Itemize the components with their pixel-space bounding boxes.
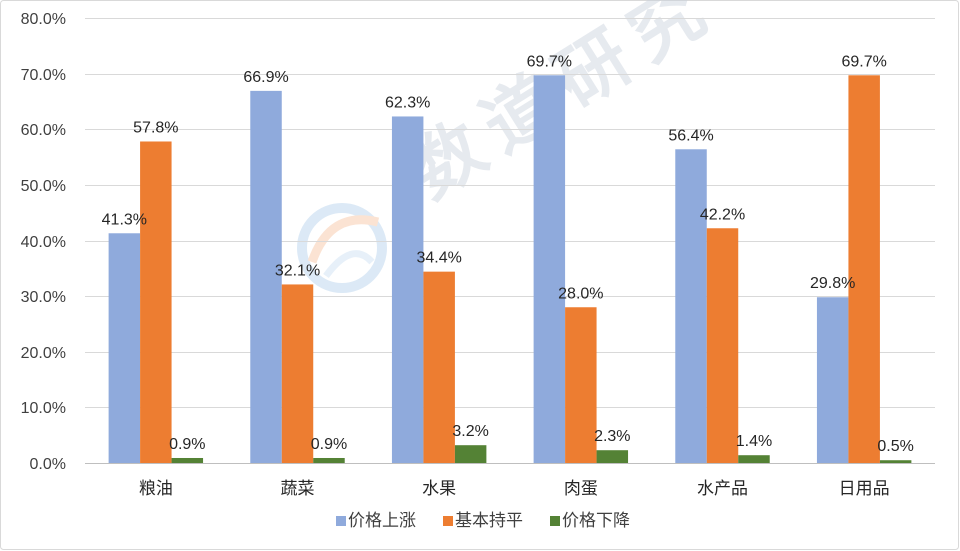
legend: 价格上涨 基本持平 价格下降 — [336, 511, 630, 531]
bar-series3-cat3 — [454, 445, 487, 463]
bar-series2-cat4 — [565, 307, 597, 463]
data-label-series2-cat2: 32.1% — [275, 262, 320, 279]
legend-item-series3: 价格下降 — [550, 511, 630, 531]
y-tick-label: 20.0% — [21, 345, 66, 362]
bar-series2-cat3 — [423, 271, 455, 463]
bar-series1-cat3 — [391, 116, 424, 464]
x-category-label: 水产品 — [697, 479, 748, 499]
legend-swatch — [336, 516, 346, 526]
data-label-series1-cat4: 69.7% — [527, 53, 572, 70]
gridlines — [85, 18, 935, 464]
legend-label: 价格上涨 — [348, 511, 416, 531]
value-labels: 41.3% 57.8% 0.9% 66.9% 32.1% 0.9% 62.3% 34.4% 3.… — [102, 53, 914, 455]
bar-series1-cat6 — [816, 297, 849, 463]
bar-series3-cat1 — [171, 457, 204, 463]
legend-swatch — [550, 516, 560, 526]
data-label-series2-cat5: 42.2% — [700, 206, 745, 223]
bar-series1-cat2 — [250, 90, 282, 464]
bar-series1-cat5 — [675, 149, 707, 463]
legend-swatch — [443, 516, 453, 526]
bar-series3-cat5 — [738, 455, 770, 463]
bar-series3-cat2 — [313, 457, 345, 463]
bar-series1-cat4 — [533, 75, 566, 463]
y-axis-tick-labels: 0.0% 10.0% 20.0% 30.0% 40.0% 50.0% 60.0% 70.0% 8… — [21, 11, 66, 473]
bar-series2-cat5 — [706, 228, 739, 463]
x-category-label: 日用品 — [839, 479, 890, 499]
data-label-series3-cat3: 3.2% — [452, 423, 488, 440]
data-label-series3-cat1: 0.9% — [169, 436, 205, 453]
data-label-series2-cat4: 28.0% — [558, 285, 603, 302]
x-category-label: 肉蛋 — [564, 479, 598, 499]
data-label-series2-cat3: 34.4% — [416, 250, 461, 267]
x-category-label: 蔬菜 — [281, 479, 315, 499]
watermark-logo-icon — [297, 203, 387, 293]
y-tick-label: 60.0% — [21, 122, 66, 139]
x-category-label: 粮油 — [139, 479, 173, 499]
y-tick-label: 50.0% — [21, 178, 66, 195]
y-tick-label: 0.0% — [30, 456, 66, 473]
data-label-series2-cat6: 69.7% — [841, 53, 886, 70]
y-tick-label: 70.0% — [21, 67, 66, 84]
x-axis-category-labels: 粮油 蔬菜 水果 肉蛋 水产品 日用品 — [139, 479, 890, 499]
data-label-series1-cat3: 62.3% — [385, 94, 430, 111]
bars — [108, 75, 912, 464]
data-label-series1-cat5: 56.4% — [668, 127, 713, 144]
data-label-series1-cat2: 66.9% — [243, 69, 288, 86]
legend-item-series1: 价格上涨 — [336, 511, 416, 531]
data-label-series2-cat1: 57.8% — [133, 119, 178, 136]
data-label-series3-cat4: 2.3% — [594, 428, 630, 445]
bar-series2-cat6 — [848, 75, 880, 463]
legend-label: 基本持平 — [455, 511, 523, 531]
x-category-label: 水果 — [422, 479, 456, 499]
y-tick-label: 40.0% — [21, 234, 66, 251]
legend-label: 价格下降 — [562, 511, 630, 531]
bar-series2-cat1 — [140, 141, 172, 464]
legend-item-series2: 基本持平 — [443, 511, 523, 531]
bar-series1-cat1 — [108, 233, 141, 463]
bar-series2-cat2 — [281, 284, 314, 463]
y-tick-label: 30.0% — [21, 289, 66, 306]
data-label-series3-cat2: 0.9% — [311, 436, 347, 453]
y-tick-label: 10.0% — [21, 400, 66, 417]
bar-series3-cat6 — [879, 460, 912, 463]
bar-series3-cat4 — [596, 450, 629, 463]
data-label-series1-cat6: 29.8% — [810, 275, 855, 292]
data-label-series3-cat6: 0.5% — [877, 438, 913, 455]
data-label-series1-cat1: 41.3% — [102, 211, 147, 228]
data-label-series3-cat5: 1.4% — [736, 433, 772, 450]
y-tick-label: 80.0% — [21, 11, 66, 28]
